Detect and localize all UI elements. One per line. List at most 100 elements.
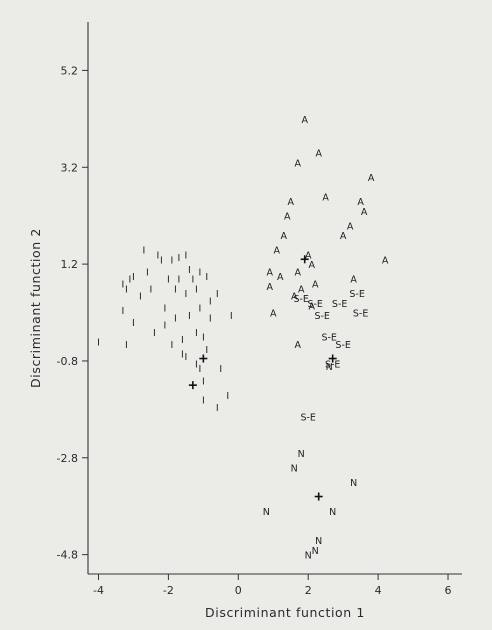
point-i: I (195, 328, 198, 339)
point-i: I (170, 340, 173, 351)
point-a: A (322, 192, 329, 203)
point-a: A (340, 231, 347, 242)
point-n: N (315, 536, 322, 547)
point-i: I (209, 296, 212, 307)
point-a: A (291, 292, 298, 303)
centroid-marker (328, 354, 337, 363)
point-a: A (294, 340, 301, 351)
point-i: I (181, 350, 184, 361)
point-a: A (298, 284, 305, 295)
point-i: I (191, 275, 194, 286)
point-i: I (122, 306, 125, 317)
centroids-group (188, 255, 337, 501)
point-i: I (160, 255, 163, 266)
point-i: I (97, 338, 100, 349)
point-se: S-E (325, 359, 340, 370)
point-i: I (181, 335, 184, 346)
point-se: S-E (307, 299, 322, 310)
point-i: I (184, 250, 187, 261)
point-se: S-E (300, 413, 315, 424)
point-a: A (361, 207, 368, 218)
point-a: A (277, 272, 284, 283)
point-se: S-E (314, 311, 329, 322)
point-i: I (195, 284, 198, 295)
point-i: I (132, 272, 135, 283)
point-a: A (273, 246, 280, 257)
point-a: A (312, 279, 319, 290)
point-i: I (174, 284, 177, 295)
y-tick-label: 3.2 (61, 161, 79, 174)
x-axis-title: Discriminant function 1 (205, 605, 365, 620)
point-i: I (202, 396, 205, 407)
point-i: I (146, 267, 149, 278)
point-i: I (167, 275, 170, 286)
point-a: A (270, 309, 277, 320)
centroid-marker (199, 354, 208, 363)
point-se: S-E (293, 294, 308, 305)
point-a: A (267, 282, 274, 293)
point-a: A (350, 275, 357, 286)
point-i: I (139, 292, 142, 303)
point-n: N (312, 546, 319, 557)
point-n: N (305, 551, 312, 562)
point-i: I (195, 359, 198, 370)
point-i: I (177, 275, 180, 286)
point-i: I (230, 311, 233, 322)
y-tick-label: 5.2 (61, 64, 79, 77)
centroid-marker (188, 381, 197, 390)
point-i: I (143, 246, 146, 257)
point-i: I (125, 284, 128, 295)
point-i: I (188, 265, 191, 276)
x-tick-label: -2 (163, 584, 174, 597)
point-a: A (294, 158, 301, 169)
centroid-marker (300, 255, 309, 264)
point-n: N (329, 507, 336, 518)
point-se: S-E (349, 289, 364, 300)
point-i: I (170, 255, 173, 266)
point-se: S-E (353, 309, 368, 320)
point-i: I (163, 304, 166, 315)
point-i: I (184, 352, 187, 363)
point-se: S-E (321, 333, 336, 344)
point-i: I (184, 289, 187, 300)
point-a: A (267, 267, 274, 278)
point-i: I (226, 391, 229, 402)
x-tick-label: 4 (375, 584, 382, 597)
point-n: N (291, 463, 298, 474)
point-a: A (347, 221, 354, 232)
point-n: N (298, 449, 305, 460)
point-a: A (308, 260, 315, 271)
centroid-marker (314, 492, 323, 501)
point-a: A (315, 149, 322, 160)
point-i: I (198, 364, 201, 375)
point-i: I (188, 311, 191, 322)
x-tick-label: 0 (235, 584, 242, 597)
point-i: I (150, 284, 153, 295)
axes-group: 5.2 3.2 1.2 -0.8 -2.8 -4.8 -4 -2 0 2 4 6 (57, 22, 462, 597)
point-i: I (205, 345, 208, 356)
point-i: I (202, 376, 205, 387)
point-i: I (132, 318, 135, 329)
point-i: I (205, 272, 208, 283)
point-i: I (125, 340, 128, 351)
point-i: I (153, 328, 156, 339)
point-se: S-E (332, 299, 347, 310)
point-i: I (157, 250, 160, 261)
x-tick-label: -4 (93, 584, 104, 597)
point-se: S-E (335, 340, 350, 351)
y-axis-title: Discriminant function 2 (28, 228, 43, 388)
point-i: I (219, 364, 222, 375)
y-tick-label: -0.8 (57, 355, 78, 368)
point-a: A (280, 231, 287, 242)
x-tick-label: 6 (445, 584, 452, 597)
point-n: N (350, 478, 357, 489)
x-tick-label: 2 (305, 584, 312, 597)
point-a: A (305, 250, 312, 261)
point-i: I (177, 253, 180, 264)
point-i: I (174, 313, 177, 324)
point-a: A (294, 267, 301, 278)
point-i: I (216, 403, 219, 414)
y-tick-label: -2.8 (57, 452, 78, 465)
